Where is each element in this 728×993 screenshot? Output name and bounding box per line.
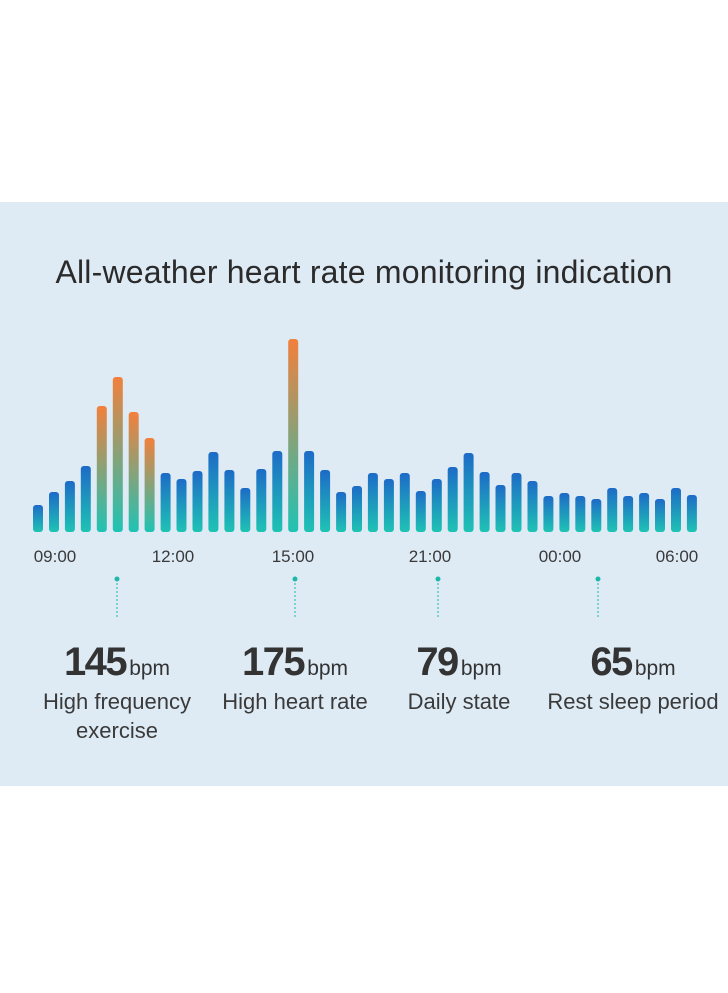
bar-8 <box>160 473 171 532</box>
bar-38 <box>639 493 650 532</box>
x-tick-label: 00:00 <box>539 547 582 566</box>
bar-27 <box>463 453 474 532</box>
bar-10 <box>192 471 203 532</box>
bar-30 <box>511 473 522 532</box>
bar-1 <box>49 492 59 532</box>
bar-7 <box>144 438 155 532</box>
bar-9 <box>176 479 187 532</box>
bar-34 <box>575 496 586 532</box>
stat-value: 65 <box>590 640 633 684</box>
bar-2 <box>64 481 75 532</box>
bar-37 <box>623 496 634 532</box>
bar-16 <box>288 339 299 532</box>
bar-35 <box>591 499 602 532</box>
stat-unit: bpm <box>460 657 502 680</box>
x-tick-label: 12:00 <box>152 547 195 566</box>
bar-31 <box>527 481 538 532</box>
bar-6 <box>128 412 139 532</box>
bar-13 <box>240 488 251 532</box>
stat-value: 79 <box>416 640 459 684</box>
bar-25 <box>431 479 442 532</box>
bar-24 <box>415 491 426 532</box>
bar-40 <box>671 488 681 532</box>
stat-value: 145 <box>63 640 128 684</box>
bar-4 <box>96 406 107 532</box>
x-tick-label: 09:00 <box>34 547 77 566</box>
x-tick-label: 15:00 <box>272 547 315 566</box>
marker-dot <box>292 576 298 582</box>
x-tick-label: 21:00 <box>409 547 452 566</box>
bar-23 <box>399 473 410 532</box>
stat-high-frequency-exercise: 145 bpm High frequency exercise <box>28 640 206 745</box>
stat-unit: bpm <box>307 657 349 680</box>
bar-14 <box>256 469 267 532</box>
bar-33 <box>559 493 570 532</box>
bar-3 <box>80 466 91 532</box>
stat-label: Rest sleep period <box>547 689 719 714</box>
bar-5 <box>112 377 123 532</box>
bar-20 <box>352 486 362 532</box>
bar-15 <box>272 451 283 532</box>
stat-value: 175 <box>241 640 306 684</box>
bar-18 <box>320 470 331 532</box>
x-tick-label: 06:00 <box>656 547 699 566</box>
bar-28 <box>479 472 490 532</box>
stat-rest-sleep-period: 65 bpm Rest sleep period <box>538 640 728 716</box>
bar-39 <box>655 499 665 532</box>
marker-dot <box>595 576 601 582</box>
bar-11 <box>208 452 219 532</box>
stat-label: High frequency exercise <box>43 689 191 743</box>
bar-12 <box>224 470 235 532</box>
bar-36 <box>607 488 618 532</box>
bar-26 <box>447 467 458 532</box>
bar-22 <box>383 479 394 532</box>
bar-29 <box>495 485 506 532</box>
stat-unit: bpm <box>634 657 676 680</box>
marker-dot <box>114 576 120 582</box>
marker-dot <box>435 576 441 582</box>
heart-rate-bar-chart: 09:00 12:00 15:00 21:00 00:00 06:00 <box>33 339 699 618</box>
bar-19 <box>336 492 347 532</box>
stat-daily-state: 79 bpm Daily state <box>388 640 530 716</box>
stat-high-heart-rate: 175 bpm High heart rate <box>206 640 384 716</box>
bar-0 <box>33 505 43 532</box>
chart-title: All-weather heart rate monitoring indica… <box>55 254 673 290</box>
stat-unit: bpm <box>129 657 171 680</box>
bar-41 <box>686 495 697 532</box>
stat-label: High heart rate <box>222 689 368 714</box>
bar-17 <box>304 451 315 532</box>
stat-label: Daily state <box>407 689 511 714</box>
bar-32 <box>543 496 554 532</box>
bar-21 <box>367 473 378 532</box>
chart-panel: All-weather heart rate monitoring indica… <box>0 202 728 786</box>
